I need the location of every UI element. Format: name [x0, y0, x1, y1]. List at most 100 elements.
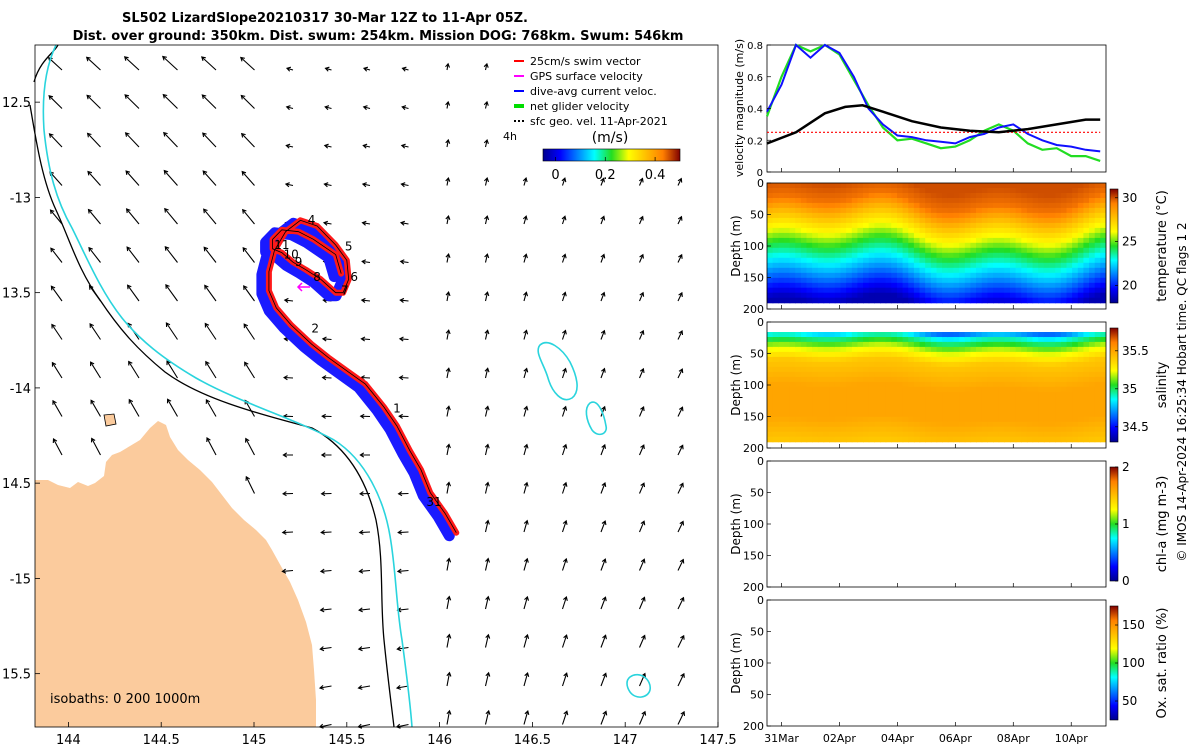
profile-cell [998, 391, 1005, 398]
profile-cell [880, 376, 887, 383]
profile-cell [976, 411, 983, 418]
profile-cell [891, 356, 898, 363]
profile-cell [1021, 188, 1028, 194]
profile-cell [987, 416, 994, 423]
profile-cell [913, 232, 921, 239]
velocity-arrow [677, 634, 685, 648]
profile-cell [1083, 247, 1090, 254]
profile-cell [800, 401, 808, 408]
profile-cell [795, 222, 802, 229]
profile-cell [817, 277, 825, 284]
profile-cell [834, 242, 842, 249]
profile-cell [981, 267, 988, 274]
profile-cell [778, 297, 785, 304]
profile-cell [891, 188, 898, 194]
profile-cell [1066, 292, 1073, 299]
profile-cell [1060, 257, 1068, 264]
profile-cell [1038, 247, 1045, 254]
profile-cell [778, 361, 785, 368]
profile-cell [778, 222, 785, 229]
profile-cell [1026, 386, 1034, 393]
profile-cell [789, 277, 796, 284]
profile-cell [1072, 207, 1079, 214]
profile-cell [857, 227, 864, 234]
profile-cell [1077, 361, 1085, 368]
velocity-arrow [125, 208, 140, 225]
profile-cell [1004, 287, 1011, 294]
profile-cell [953, 426, 960, 433]
profile-cell [942, 351, 949, 358]
profile-cell [925, 426, 932, 433]
velocity-arrow [284, 182, 294, 188]
profile-cell [846, 376, 853, 383]
profile-cell [874, 183, 881, 189]
profile-cell [806, 193, 813, 199]
profile-cell [1038, 272, 1045, 279]
profile-cell [817, 411, 825, 418]
profile-cell [976, 337, 983, 343]
profile-cell [930, 252, 938, 259]
profile-cell [964, 366, 972, 373]
profile-cell [897, 247, 904, 254]
profile-cell [981, 217, 988, 224]
profile-cell [817, 401, 825, 408]
profile-cell [1089, 341, 1096, 348]
profile-cell [891, 282, 898, 289]
profile-cell [868, 376, 875, 383]
profile-cell [1038, 411, 1045, 418]
profile-cell [993, 431, 1000, 438]
profile-cell [1055, 381, 1062, 388]
profile-cell [829, 411, 836, 418]
profile-cell [789, 346, 796, 353]
profile-cell [857, 366, 864, 373]
profile-cell [930, 386, 938, 393]
profile-cell [880, 287, 887, 294]
map-ytick-label: -13 [10, 191, 31, 206]
profile-cell [981, 257, 988, 264]
profile-cell [1083, 396, 1090, 403]
profile-cell [897, 242, 904, 249]
velocity-arrow [445, 443, 451, 456]
profile-cell [1026, 257, 1034, 264]
profile-cell [913, 217, 921, 224]
profile-cell [1049, 287, 1056, 294]
profile-cell [1077, 232, 1085, 239]
velocity-arrow [203, 208, 217, 225]
velocity-arrow [124, 94, 140, 109]
profile-cell [1015, 332, 1022, 338]
profile-cell [930, 262, 938, 269]
day-label: 7 [341, 284, 349, 298]
profile-cell [863, 356, 870, 363]
profile-cell [1083, 351, 1090, 358]
profile-cell [851, 381, 859, 388]
velocity-arrow [523, 405, 529, 417]
profile-cell [913, 346, 921, 353]
profile-cell [925, 332, 932, 338]
time-tick-label: 10Apr [1055, 732, 1089, 745]
profile-cell [891, 232, 898, 239]
profile-cell [829, 376, 836, 383]
profile-cell [817, 426, 825, 433]
profile-cell [970, 426, 977, 433]
velocity-arrow [523, 557, 529, 571]
profile-cell [913, 262, 921, 269]
profile-cell [976, 237, 983, 244]
profile-cell [959, 341, 966, 348]
profile-cell [840, 287, 847, 294]
profile-cell [857, 207, 864, 214]
velocity-arrow [398, 413, 409, 419]
profile-cell [1049, 416, 1056, 423]
profile-cell [851, 406, 859, 413]
profile-cell [863, 426, 870, 433]
profile-cell [1021, 183, 1028, 189]
profile-cell [806, 371, 813, 378]
profile-cell [874, 356, 881, 363]
profile-cell [919, 297, 926, 304]
profile-cell [795, 217, 802, 224]
profile-cell [1094, 202, 1101, 209]
profile-cell [868, 287, 875, 294]
profile-cell [981, 272, 988, 279]
profile-cell [959, 411, 966, 418]
profile-cell [1015, 366, 1022, 373]
velocity-series-line [766, 43, 1101, 153]
